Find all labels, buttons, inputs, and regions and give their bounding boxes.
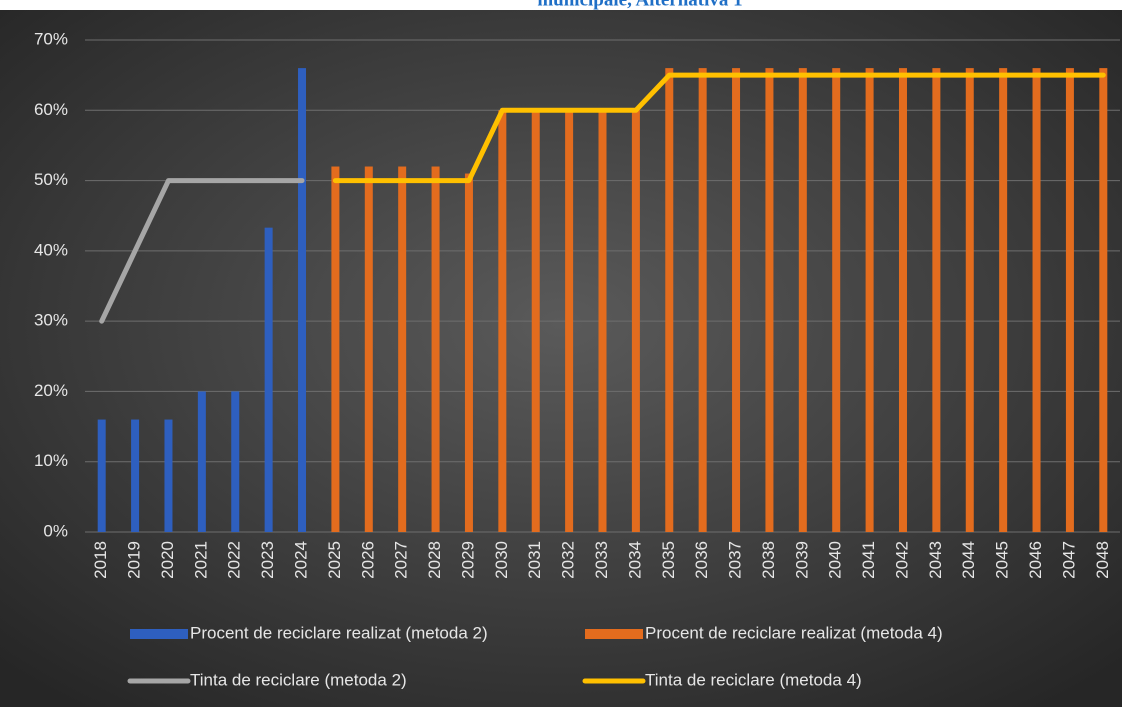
chart-title: municipale, Alternativa 1	[537, 0, 742, 10]
bar	[164, 419, 173, 532]
x-tick-label: 2041	[859, 541, 878, 579]
x-tick-label: 2027	[392, 541, 411, 579]
bar	[97, 419, 106, 532]
x-tick-label: 2037	[726, 541, 745, 579]
bar	[765, 68, 774, 532]
bar	[131, 419, 140, 532]
x-tick-label: 2047	[1059, 541, 1078, 579]
bar	[798, 68, 807, 532]
x-tick-label: 2033	[592, 541, 611, 579]
line	[332, 72, 1106, 184]
bar	[1032, 68, 1041, 532]
x-tick-label: 2025	[325, 541, 344, 579]
bar	[832, 68, 841, 532]
line	[99, 178, 305, 324]
bar	[898, 68, 907, 532]
x-tick-label: 2026	[358, 541, 377, 579]
bar	[464, 173, 473, 533]
x-tick-label: 2043	[926, 541, 945, 579]
x-tick-label: 2038	[759, 541, 778, 579]
bar	[665, 68, 674, 532]
bar	[431, 166, 440, 532]
bar	[698, 68, 707, 532]
bar	[398, 166, 407, 532]
legend-swatch	[585, 629, 643, 639]
bar	[865, 68, 874, 532]
x-tick-label: 2040	[826, 541, 845, 579]
y-tick-label: 70%	[34, 29, 68, 48]
bar	[565, 110, 574, 533]
x-tick-label: 2035	[659, 541, 678, 579]
x-tick-label: 2018	[91, 541, 110, 579]
y-tick-label: 60%	[34, 100, 68, 119]
legend-label: Procent de reciclare realizat (metoda 2)	[190, 623, 488, 642]
legend-label: Procent de reciclare realizat (metoda 4)	[645, 623, 943, 642]
x-tick-label: 2042	[892, 541, 911, 579]
y-tick-label: 20%	[34, 381, 68, 400]
bar	[331, 166, 340, 532]
y-tick-label: 0%	[43, 521, 68, 540]
bar	[531, 110, 540, 533]
legend-swatch	[130, 629, 188, 639]
bar	[1065, 68, 1074, 532]
x-tick-label: 2039	[792, 541, 811, 579]
bar	[732, 68, 741, 532]
bar	[1099, 68, 1108, 532]
x-tick-label: 2028	[425, 541, 444, 579]
legend-label: Tinta de reciclare (metoda 2)	[190, 670, 407, 689]
x-tick-label: 2045	[993, 541, 1012, 579]
legend-label: Tinta de reciclare (metoda 4)	[645, 670, 862, 689]
x-tick-label: 2030	[492, 541, 511, 579]
bar	[264, 227, 273, 533]
x-tick-label: 2022	[225, 541, 244, 579]
bar	[631, 110, 640, 533]
x-tick-label: 2024	[292, 541, 311, 579]
y-tick-label: 30%	[34, 311, 68, 330]
x-tick-label: 2020	[158, 541, 177, 579]
x-tick-label: 2044	[959, 541, 978, 579]
bar	[999, 68, 1008, 532]
x-tick-label: 2036	[692, 541, 711, 579]
y-tick-label: 50%	[34, 170, 68, 189]
chart-background	[0, 10, 1122, 707]
y-tick-label: 10%	[34, 451, 68, 470]
x-tick-label: 2023	[258, 541, 277, 579]
x-tick-label: 2029	[458, 541, 477, 579]
bar	[598, 110, 607, 533]
x-tick-label: 2031	[525, 541, 544, 579]
x-tick-label: 2021	[191, 541, 210, 579]
x-tick-label: 2034	[625, 541, 644, 579]
bar	[932, 68, 941, 532]
bar	[965, 68, 974, 532]
bar	[197, 391, 206, 532]
x-tick-label: 2046	[1026, 541, 1045, 579]
y-tick-label: 40%	[34, 240, 68, 259]
bar	[364, 166, 373, 532]
bar	[231, 391, 240, 532]
x-tick-label: 2019	[125, 541, 144, 579]
x-tick-label: 2048	[1093, 541, 1112, 579]
bar	[298, 68, 307, 532]
bar	[498, 110, 507, 533]
x-tick-label: 2032	[559, 541, 578, 579]
